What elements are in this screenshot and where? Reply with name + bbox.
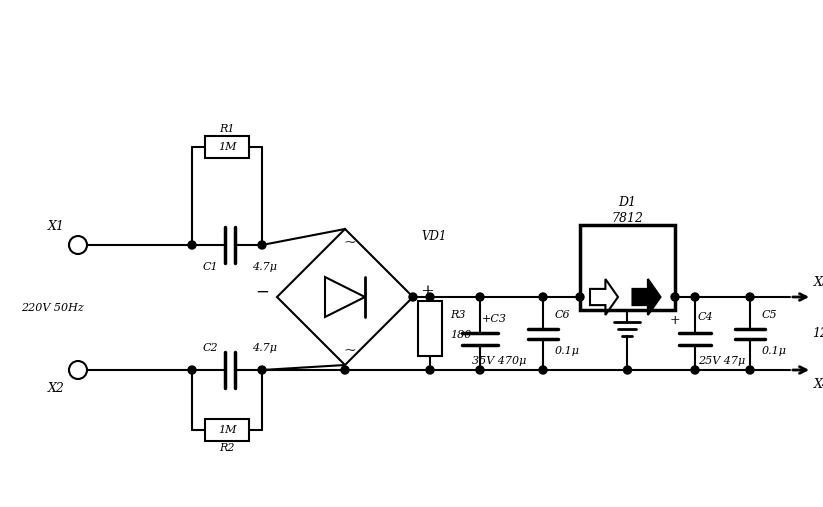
Text: 1M: 1M [218, 142, 236, 152]
Circle shape [746, 293, 754, 301]
Text: +: + [420, 283, 434, 301]
Text: 4.7μ: 4.7μ [252, 262, 277, 272]
Circle shape [476, 366, 484, 374]
Circle shape [671, 293, 679, 301]
Text: C1: C1 [202, 262, 218, 272]
Text: X1: X1 [48, 221, 64, 234]
FancyBboxPatch shape [205, 136, 249, 158]
Text: 180: 180 [450, 330, 472, 340]
Text: +: + [670, 314, 681, 327]
Circle shape [691, 293, 699, 301]
Text: X4: X4 [814, 378, 823, 390]
Text: 1M: 1M [218, 425, 236, 435]
Text: −: − [255, 283, 269, 301]
Text: 12V: 12V [812, 327, 823, 340]
Circle shape [341, 366, 349, 374]
Text: 7812: 7812 [611, 211, 644, 225]
Text: C5: C5 [762, 310, 778, 320]
Text: R1: R1 [219, 124, 235, 134]
Text: X2: X2 [48, 381, 64, 394]
Circle shape [576, 293, 584, 301]
Text: X3: X3 [814, 276, 823, 289]
Circle shape [188, 241, 196, 249]
Text: 220V 50Hz: 220V 50Hz [21, 303, 83, 313]
Circle shape [258, 241, 266, 249]
Circle shape [476, 293, 484, 301]
Text: R3: R3 [450, 309, 466, 319]
Circle shape [188, 366, 196, 374]
Text: 4.7μ: 4.7μ [252, 343, 277, 353]
Circle shape [539, 293, 547, 301]
Circle shape [624, 366, 631, 374]
Circle shape [746, 366, 754, 374]
Text: VD1: VD1 [421, 231, 446, 243]
FancyBboxPatch shape [580, 225, 675, 310]
Circle shape [539, 366, 547, 374]
Text: 35V 470μ: 35V 470μ [472, 355, 527, 366]
Text: R2: R2 [219, 443, 235, 453]
Text: ~: ~ [344, 236, 356, 250]
Circle shape [409, 293, 417, 301]
Circle shape [258, 366, 266, 374]
Text: +C3: +C3 [482, 313, 507, 323]
Text: C6: C6 [555, 310, 570, 320]
FancyBboxPatch shape [418, 301, 442, 356]
Circle shape [426, 366, 434, 374]
FancyBboxPatch shape [205, 419, 249, 441]
Text: 0.1μ: 0.1μ [555, 346, 580, 356]
Text: D1: D1 [619, 197, 636, 209]
Circle shape [691, 366, 699, 374]
Text: C4: C4 [698, 311, 714, 321]
Text: 0.1μ: 0.1μ [762, 346, 787, 356]
Polygon shape [633, 279, 661, 315]
Text: C2: C2 [202, 343, 218, 353]
Text: 25V 47μ: 25V 47μ [698, 355, 746, 366]
Circle shape [426, 293, 434, 301]
Text: ~: ~ [344, 344, 356, 358]
